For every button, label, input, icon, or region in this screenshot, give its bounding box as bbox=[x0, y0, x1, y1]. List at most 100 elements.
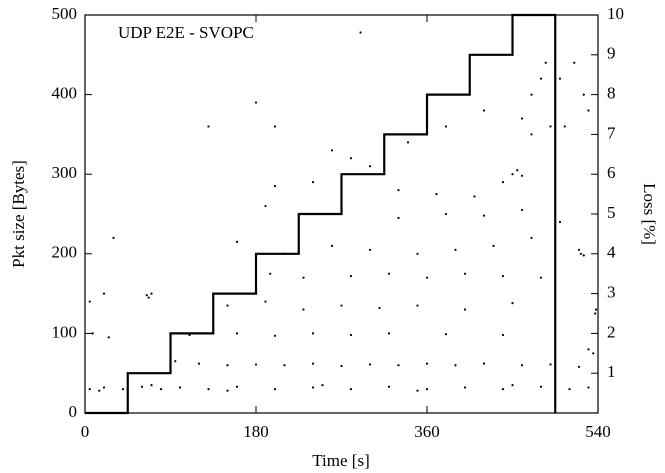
point bbox=[573, 61, 576, 64]
point bbox=[558, 220, 562, 224]
y-tick-label: 400 bbox=[52, 84, 78, 103]
point bbox=[463, 308, 467, 311]
point bbox=[349, 157, 353, 160]
point bbox=[416, 304, 419, 307]
point bbox=[582, 254, 585, 257]
point bbox=[444, 333, 448, 336]
point bbox=[544, 61, 547, 64]
point bbox=[349, 388, 353, 391]
point bbox=[416, 252, 419, 255]
point bbox=[269, 272, 272, 275]
point bbox=[387, 272, 391, 275]
y-tick-label: 100 bbox=[52, 322, 78, 341]
point bbox=[254, 101, 258, 104]
point bbox=[311, 362, 315, 365]
point bbox=[359, 31, 362, 34]
point bbox=[444, 125, 448, 128]
y-tick-label: 0 bbox=[69, 402, 78, 421]
point bbox=[511, 302, 514, 305]
point bbox=[368, 165, 372, 168]
point bbox=[330, 149, 334, 152]
point bbox=[397, 364, 400, 367]
point bbox=[425, 388, 429, 391]
point bbox=[511, 173, 514, 176]
point bbox=[150, 384, 153, 387]
point bbox=[207, 125, 210, 128]
point bbox=[416, 389, 419, 392]
point bbox=[397, 216, 400, 220]
point bbox=[150, 292, 153, 295]
y2-tick-label: 2 bbox=[607, 322, 616, 341]
point bbox=[121, 388, 125, 391]
y2-tick-label: 1 bbox=[607, 362, 616, 381]
point bbox=[501, 333, 505, 337]
y2-tick-label: 7 bbox=[607, 123, 616, 142]
point bbox=[463, 386, 467, 389]
point bbox=[330, 244, 334, 247]
point bbox=[112, 236, 115, 239]
point bbox=[530, 133, 533, 136]
point bbox=[140, 385, 144, 388]
y2-tick-label: 3 bbox=[607, 283, 616, 302]
point bbox=[197, 362, 201, 365]
point bbox=[145, 294, 148, 297]
point bbox=[549, 125, 552, 128]
y2-tick-label: 10 bbox=[607, 4, 624, 23]
point bbox=[91, 332, 94, 335]
point bbox=[235, 332, 239, 335]
point bbox=[88, 388, 91, 391]
point bbox=[435, 193, 438, 196]
point bbox=[568, 388, 571, 391]
point bbox=[302, 276, 305, 279]
point bbox=[425, 276, 429, 279]
point bbox=[558, 77, 562, 80]
point bbox=[482, 362, 486, 365]
point bbox=[425, 362, 429, 365]
point bbox=[501, 274, 505, 278]
point bbox=[387, 385, 391, 388]
y2-tick-label: 8 bbox=[607, 84, 616, 103]
point bbox=[349, 333, 353, 337]
point bbox=[311, 386, 315, 389]
point bbox=[530, 236, 533, 239]
x-tick-label: 0 bbox=[81, 422, 90, 441]
annotation: UDP E2E - SVOPC bbox=[118, 23, 254, 42]
point bbox=[283, 364, 286, 367]
y2-tick-label: 5 bbox=[607, 203, 616, 222]
y2-axis-label: Loss [%] bbox=[640, 183, 659, 245]
point bbox=[577, 248, 581, 251]
point bbox=[207, 388, 210, 391]
point bbox=[444, 212, 448, 216]
point bbox=[539, 385, 543, 388]
point bbox=[159, 388, 163, 391]
point bbox=[539, 276, 543, 279]
x-tick-label: 180 bbox=[243, 422, 269, 441]
point bbox=[516, 169, 519, 172]
point bbox=[482, 214, 486, 217]
point bbox=[273, 185, 277, 188]
point bbox=[520, 364, 524, 367]
point bbox=[88, 300, 91, 303]
point bbox=[501, 181, 505, 184]
y2-tick-label: 4 bbox=[607, 243, 616, 262]
point bbox=[387, 332, 391, 335]
point bbox=[587, 348, 590, 351]
point bbox=[454, 248, 457, 251]
point bbox=[235, 240, 239, 243]
point bbox=[98, 389, 101, 392]
point bbox=[579, 252, 583, 255]
point bbox=[501, 388, 505, 391]
point bbox=[302, 308, 305, 311]
y2-tick-label: 6 bbox=[607, 163, 616, 182]
point bbox=[587, 109, 590, 112]
point bbox=[492, 244, 495, 247]
point bbox=[520, 208, 524, 212]
point bbox=[349, 274, 353, 278]
point bbox=[511, 384, 514, 387]
point bbox=[340, 364, 343, 368]
point bbox=[378, 306, 381, 310]
point bbox=[582, 93, 585, 96]
y-tick-label: 500 bbox=[52, 4, 78, 23]
point bbox=[473, 195, 476, 198]
point bbox=[174, 360, 177, 363]
